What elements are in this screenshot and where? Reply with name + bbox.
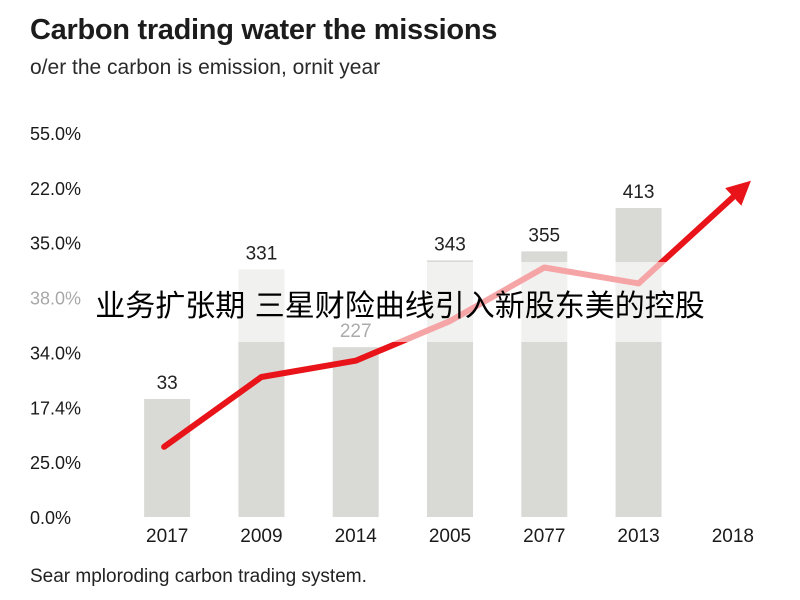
chart-title: Carbon trading water the missions — [30, 14, 498, 46]
x-tick-label: 2014 — [335, 526, 378, 547]
y-tick-label: 22.0% — [30, 179, 81, 199]
x-tick-label: 2018 — [712, 526, 754, 547]
y-tick-label: 34.0% — [30, 343, 81, 363]
overlay-caption: 业务扩张期 三星财险曲线引入新股东美的控股 — [95, 289, 705, 324]
bars — [144, 208, 662, 518]
y-tick-label: 0.0% — [30, 508, 71, 528]
chart-footnote: Sear mploroding carbon trading system. — [30, 566, 367, 587]
bar-data-label: 413 — [623, 182, 655, 203]
y-tick-label: 55.0% — [30, 124, 81, 144]
y-tick-label: 35.0% — [30, 234, 81, 254]
bar — [615, 208, 662, 517]
bar-data-label: 355 — [528, 225, 560, 246]
bar-data-label: 331 — [246, 243, 278, 264]
bar-data-label: 343 — [434, 234, 466, 255]
bar — [144, 399, 191, 517]
x-tick-label: 2005 — [429, 526, 471, 547]
x-tick-label: 2009 — [240, 526, 282, 547]
x-tick-label: 2013 — [617, 526, 659, 547]
x-axis: 2017 2009 2014 2005 2077 2013 2018 — [146, 526, 754, 547]
x-tick-label: 2017 — [146, 526, 188, 547]
y-tick-label: 25.0% — [30, 453, 81, 473]
y-tick-label: 17.4% — [30, 398, 81, 418]
chart-subtitle: o/er the carbon is emission, ornit year — [30, 56, 381, 79]
overlay-banner — [0, 262, 800, 342]
x-tick-label: 2077 — [523, 526, 565, 547]
bar — [332, 347, 379, 517]
bar-data-label: 33 — [157, 373, 178, 394]
